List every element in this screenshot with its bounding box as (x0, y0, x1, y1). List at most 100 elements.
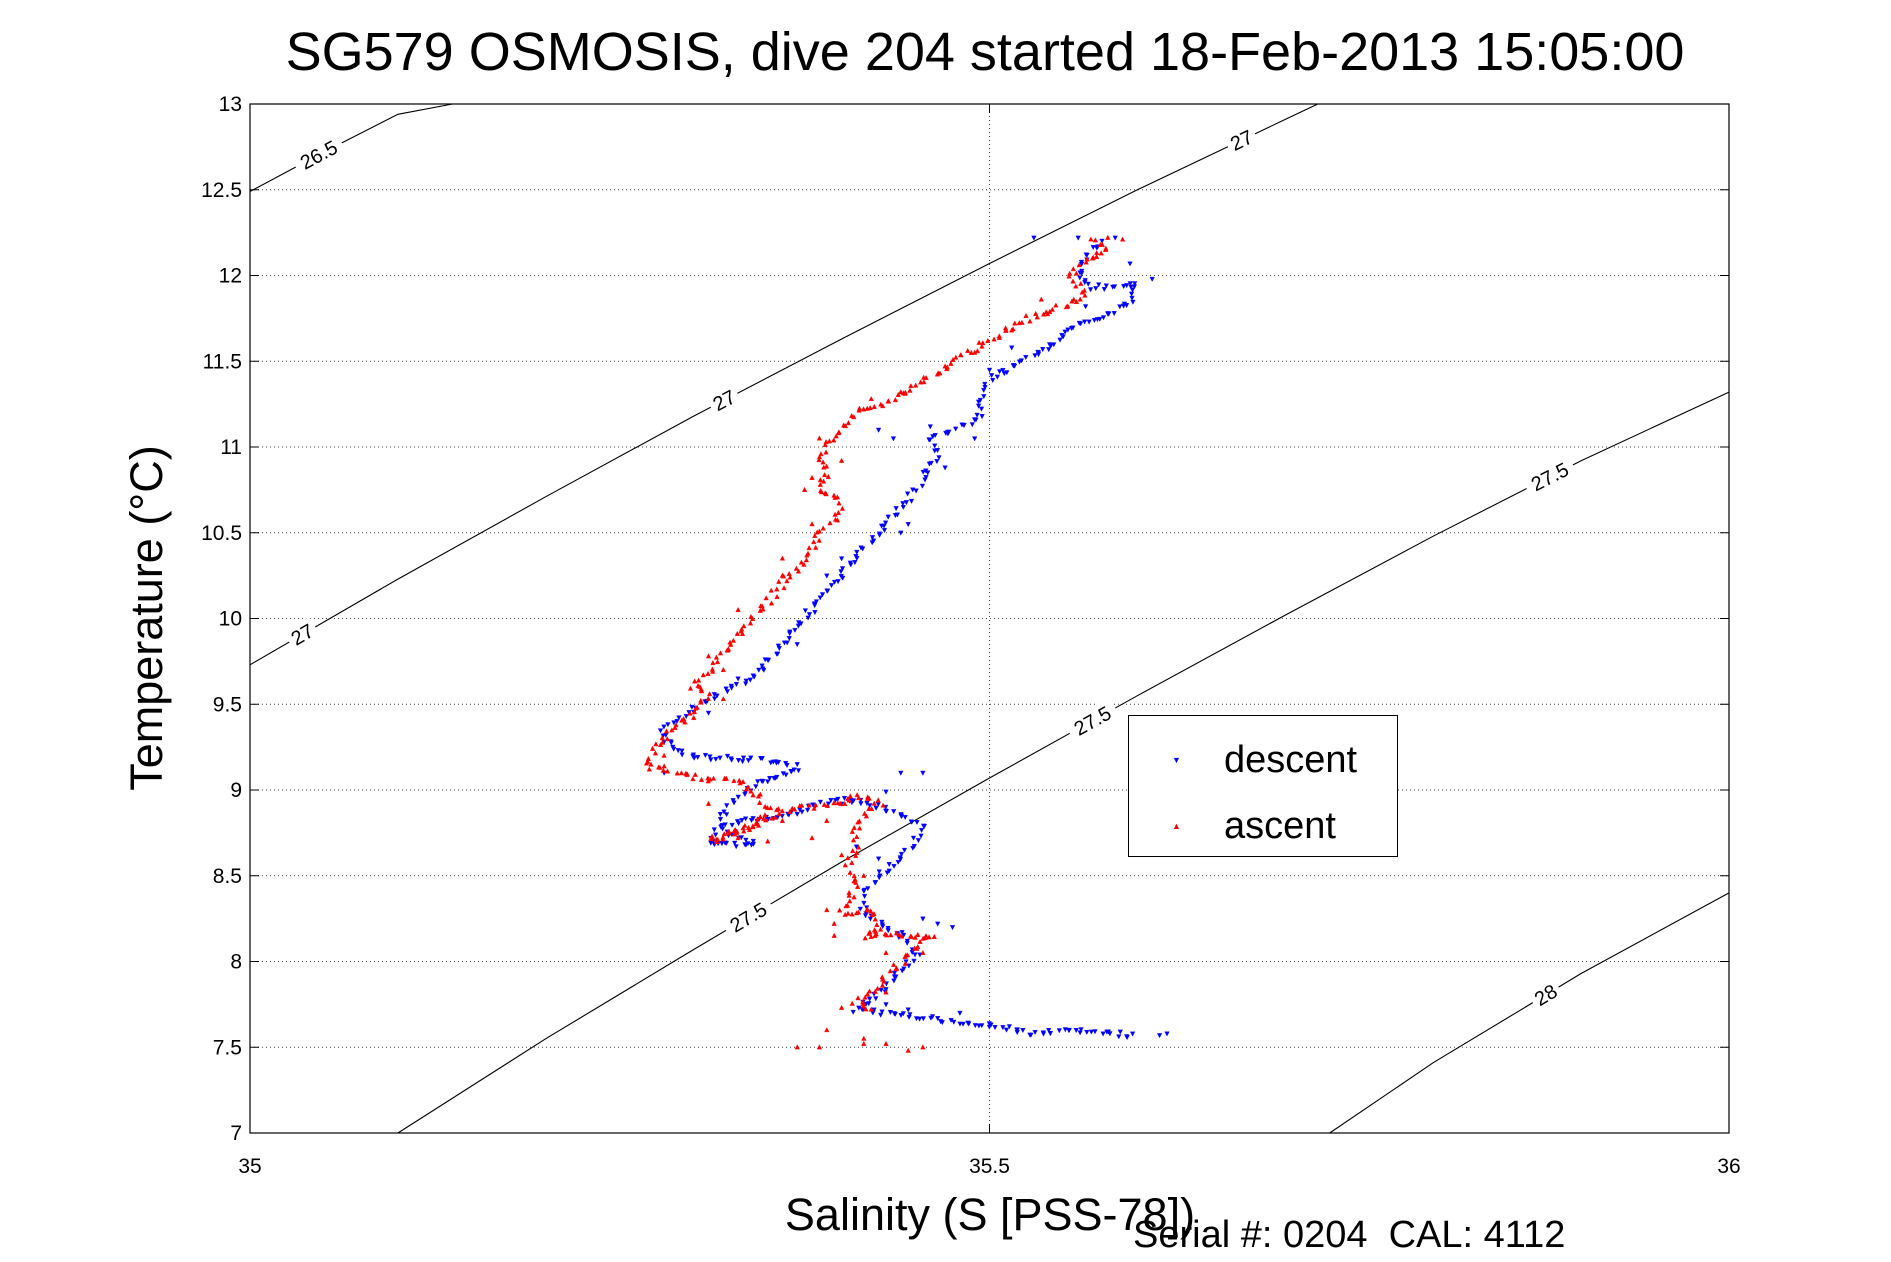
descent-point (966, 1021, 972, 1027)
ascent-point (779, 572, 786, 578)
x-axis-label: Salinity (S [PSS-78]) (785, 1189, 1195, 1240)
descent-point (1046, 1028, 1052, 1034)
ascent-point (794, 1044, 800, 1050)
descent-point (884, 870, 890, 876)
ascent-point (705, 653, 712, 659)
descent-point (1014, 1027, 1021, 1033)
descent-point (911, 958, 917, 964)
ascent-point (736, 777, 742, 783)
descent-point (986, 1024, 993, 1030)
ascent-point (838, 852, 845, 858)
descent-point (1003, 1027, 1010, 1033)
descent-point (862, 913, 869, 919)
ascent-point (851, 873, 857, 879)
descent-point (882, 520, 889, 526)
descent-point (1088, 1029, 1095, 1035)
contour-label: 28 (1526, 976, 1565, 1013)
descent-point (861, 888, 867, 894)
descent-point (857, 906, 863, 912)
ascent-point (759, 603, 765, 609)
ascent-point (1119, 236, 1126, 242)
descent-point (812, 610, 818, 616)
ascent-point (762, 812, 768, 818)
descent-point (675, 748, 681, 754)
ascent-point (816, 537, 822, 543)
ascent-point (1092, 237, 1099, 243)
descent-point (802, 608, 809, 614)
descent-point (908, 819, 914, 825)
descent-point (908, 498, 915, 504)
descent-point (743, 681, 749, 687)
descent-point (883, 789, 889, 795)
descent-point (876, 531, 883, 537)
ascent-point (823, 491, 829, 497)
ascent-point (883, 989, 889, 995)
contour-label-bg (283, 616, 322, 653)
descent-point (795, 768, 802, 774)
ascent-point (646, 766, 652, 772)
ascent-point (672, 724, 678, 730)
descent-point (787, 631, 793, 637)
ascent-point (809, 835, 815, 841)
descent-point (1062, 329, 1068, 335)
ascent-point (679, 717, 685, 723)
ascent-point (920, 1044, 926, 1050)
descent-point (783, 772, 789, 778)
descent-point (975, 399, 982, 405)
ascent-point (979, 343, 985, 349)
ascent-point (754, 819, 760, 825)
ascent-point (1019, 319, 1025, 325)
ascent-point (953, 354, 959, 360)
descent-point (898, 814, 905, 820)
descent-point (748, 842, 755, 848)
descent-point (743, 837, 749, 843)
ascent-point (814, 529, 820, 535)
descent-point (835, 796, 841, 802)
y-tick-label: 12 (219, 265, 242, 288)
descent-point (886, 862, 892, 868)
ascent-point (767, 805, 774, 811)
ascent-point (883, 932, 890, 938)
descent-point (1077, 275, 1083, 281)
descent-point (904, 491, 911, 497)
ascent-point (1049, 306, 1055, 312)
descent-point (794, 642, 800, 648)
ascent-point (806, 802, 812, 808)
descent-point (1075, 235, 1081, 241)
descent-point (858, 801, 864, 807)
ascent-point (972, 349, 978, 355)
descent-point (755, 779, 761, 785)
descent-point (1096, 282, 1102, 288)
ascent-point (918, 379, 924, 385)
ascent-point (942, 363, 948, 369)
ascent-point (1038, 296, 1044, 302)
ascent-point (934, 371, 941, 377)
ascent-point (1027, 318, 1033, 324)
ascent-point (893, 965, 900, 971)
descent-point (753, 784, 759, 790)
descent-point (1057, 337, 1063, 343)
ascent-point (863, 813, 870, 819)
descent-point (949, 925, 956, 931)
ascent-point (705, 778, 711, 784)
descent-point (1073, 1028, 1079, 1034)
ascent-point (1023, 312, 1029, 318)
descent-point (1040, 347, 1046, 353)
y-tick-label: 10.5 (201, 522, 242, 545)
ascent-point (643, 760, 650, 766)
ascent-point (850, 837, 857, 843)
descent-point (756, 667, 762, 673)
ascent-point (705, 800, 712, 806)
descent-point (759, 663, 765, 669)
ascent-point (839, 505, 846, 511)
ascent-point (813, 544, 819, 550)
descent-point (1128, 291, 1135, 297)
descent-point (1028, 1032, 1034, 1038)
ascent-point (657, 741, 664, 747)
descent-point (979, 1023, 985, 1029)
descent-point (969, 422, 975, 428)
ascent-point (749, 615, 756, 621)
descent-point (728, 756, 734, 762)
y-tick-label: 11 (220, 436, 242, 459)
descent-point (1132, 281, 1138, 287)
